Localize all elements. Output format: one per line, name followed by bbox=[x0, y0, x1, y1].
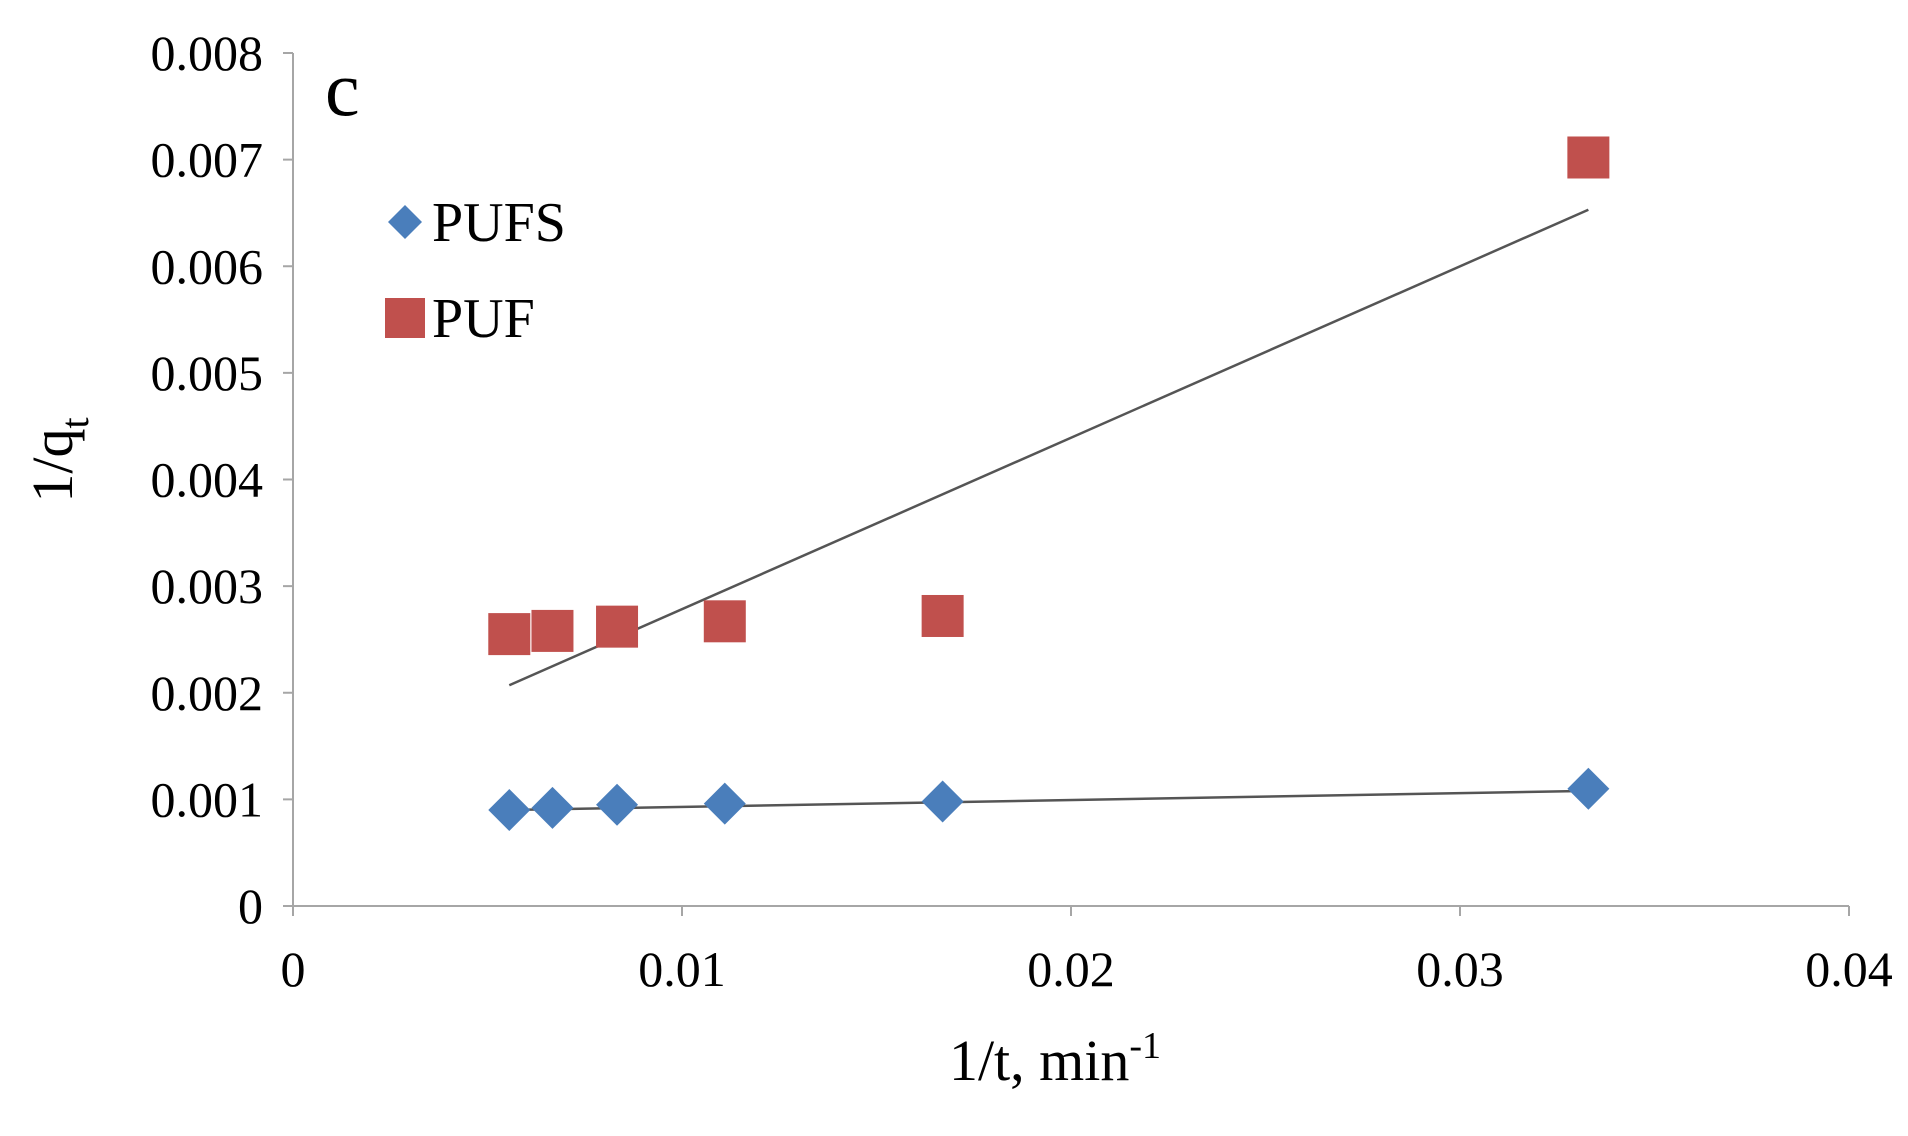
pufs-point bbox=[488, 789, 531, 832]
y-tick-label: 0 bbox=[238, 878, 263, 934]
pufs-point bbox=[1567, 767, 1610, 810]
y-tick-label: 0.008 bbox=[151, 25, 264, 81]
axes-group: 0 0.001 0.002 0.003 0.004 0.005 0.006 0.007 0.00… bbox=[151, 25, 1893, 997]
y-axis-title-main: 1/q bbox=[20, 429, 85, 503]
legend-label-pufs: PUFS bbox=[432, 192, 566, 254]
legend: PUFS PUF bbox=[385, 192, 566, 350]
y-tick-label: 0.005 bbox=[151, 345, 264, 401]
puf-point bbox=[921, 594, 964, 637]
puf-point bbox=[531, 609, 574, 652]
y-tick-label: 0.006 bbox=[151, 238, 264, 294]
y-tick-label: 0.002 bbox=[151, 665, 264, 721]
pufs-point bbox=[531, 786, 574, 829]
y-axis-title: 1/qt bbox=[20, 417, 97, 502]
y-axis-title-sub: t bbox=[52, 417, 97, 428]
pufs-trendline bbox=[509, 789, 1589, 812]
x-tick-label: 0.04 bbox=[1805, 941, 1893, 997]
y-tick-label: 0.004 bbox=[151, 452, 264, 508]
puf-point bbox=[596, 605, 639, 648]
legend-marker-puf bbox=[385, 298, 425, 338]
x-axis-title-main: 1/t, min bbox=[949, 1028, 1129, 1093]
puf-trendline bbox=[508, 208, 1589, 687]
x-axis-title: 1/t, min-1 bbox=[949, 1025, 1161, 1093]
legend-label-puf: PUF bbox=[432, 288, 535, 350]
y-tick-label: 0.001 bbox=[151, 771, 264, 827]
pufs-point bbox=[921, 780, 964, 823]
puf-point bbox=[1567, 136, 1610, 179]
pufs-point bbox=[596, 783, 639, 826]
x-tick-label: 0.03 bbox=[1416, 941, 1504, 997]
legend-marker-pufs bbox=[388, 205, 422, 239]
x-axis-title-sup: -1 bbox=[1129, 1025, 1161, 1067]
puf-point bbox=[703, 600, 746, 643]
puf-point bbox=[488, 613, 531, 656]
trendlines-group bbox=[508, 208, 1589, 812]
panel-label: c bbox=[325, 45, 360, 132]
pufs-point bbox=[703, 782, 746, 825]
x-tick-label: 0.02 bbox=[1027, 941, 1115, 997]
data-points-group bbox=[488, 136, 1610, 832]
y-tick-label: 0.003 bbox=[151, 558, 264, 614]
x-tick-label: 0.01 bbox=[638, 941, 726, 997]
x-tick-label: 0 bbox=[281, 941, 306, 997]
y-tick-label: 0.007 bbox=[151, 132, 264, 188]
